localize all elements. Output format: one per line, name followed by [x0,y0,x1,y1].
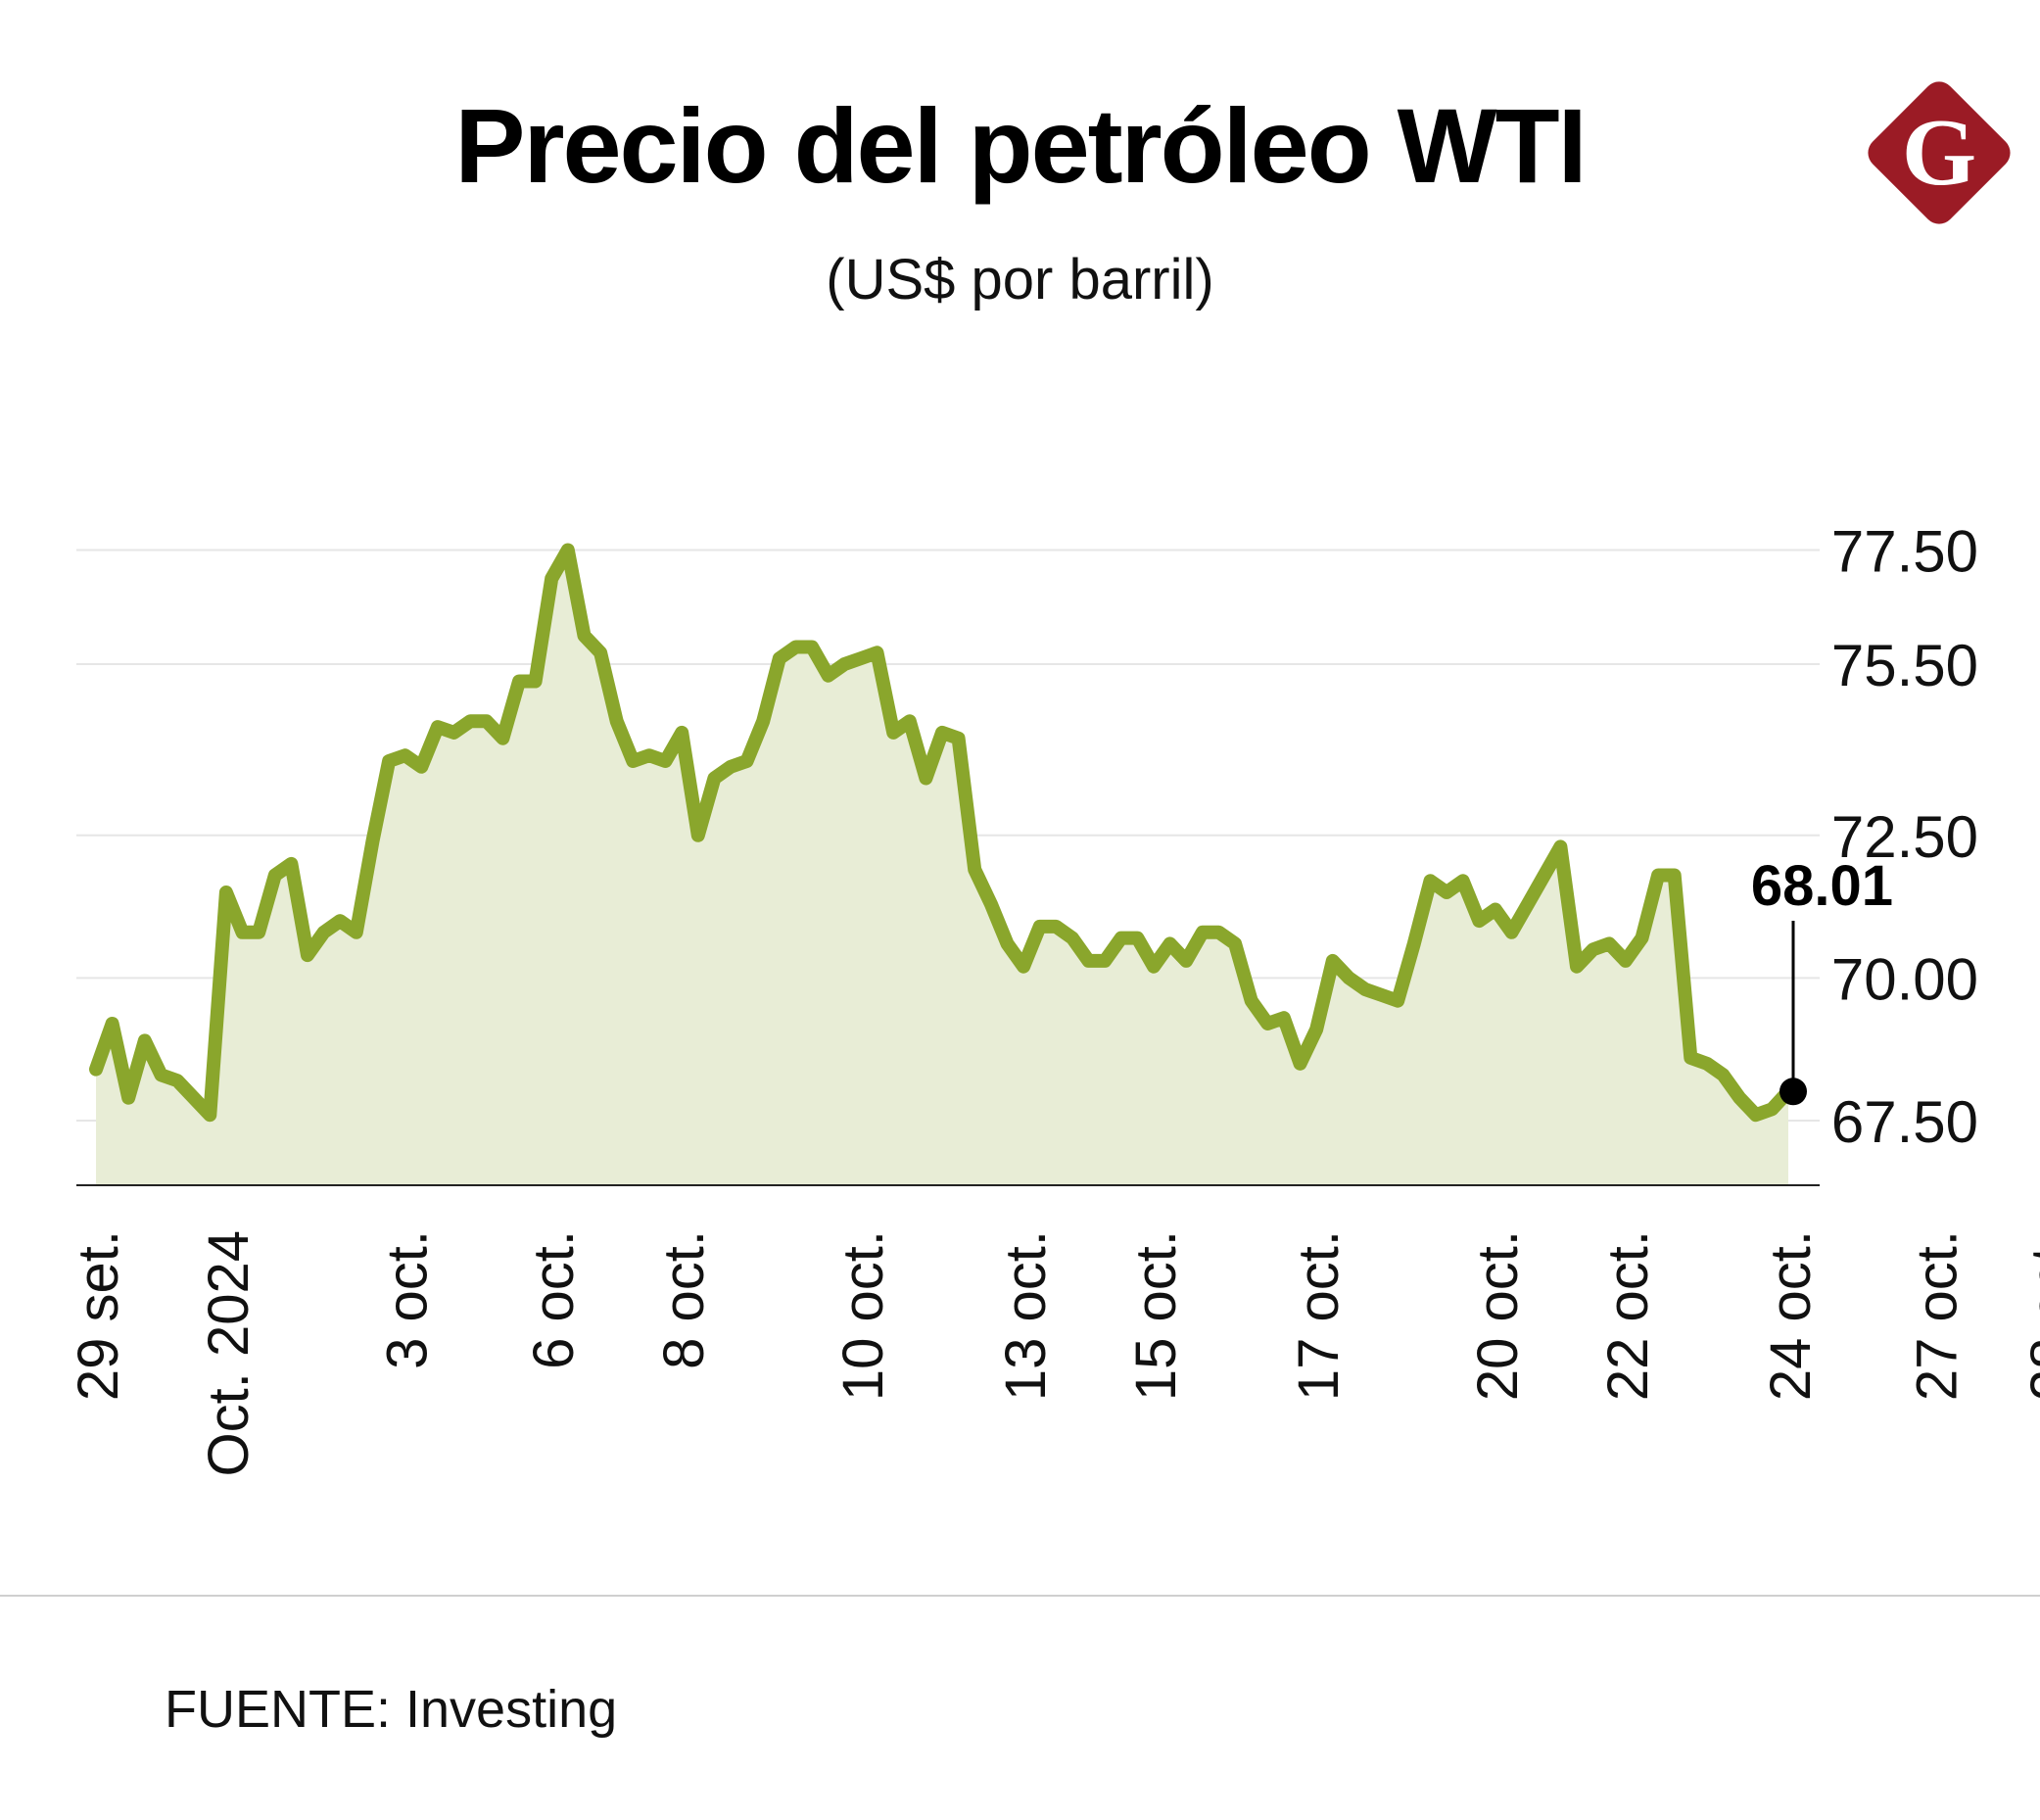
y-tick-label: 70.00 [1831,946,1978,1012]
x-tick-label: 8 oct. [652,1230,716,1369]
x-tick-label: 27 oct. [1906,1230,1969,1401]
y-tick-label: 72.50 [1831,804,1978,870]
x-tick-label: 28 oct. [2019,1230,2040,1401]
x-tick-label: 6 oct. [522,1230,586,1369]
g-diamond-logo-icon: G [1868,81,2011,224]
logo-diamond [1868,81,2011,224]
y-tick-label: 77.50 [1831,519,1978,585]
x-tick-label: 13 oct. [994,1230,1058,1401]
y-tick-label: 75.50 [1831,633,1978,698]
x-tick-label: 15 oct. [1124,1230,1188,1401]
chart-subtitle: (US$ por barril) [826,248,1214,311]
y-tick-label: 67.50 [1831,1089,1978,1155]
x-tick-label: 10 oct. [831,1230,895,1401]
source-note: FUENTE: Investing [165,1680,618,1739]
x-tick-label: Oct. 2024 [197,1230,261,1476]
footer-divider [0,1595,2040,1597]
chart-title: Precio del petróleo WTI [454,86,1587,205]
x-tick-label: 17 oct. [1287,1230,1351,1401]
x-tick-label: 22 oct. [1596,1230,1660,1401]
x-tick-label: 24 oct. [1759,1230,1823,1401]
price-line [89,543,1795,1123]
x-tick-label: 20 oct. [1466,1230,1530,1401]
x-tick-label: 29 set. [67,1230,130,1401]
area-fill [96,550,1788,1185]
last-value-marker [1779,1078,1807,1106]
last-value-label: 68.01 [1751,854,1893,918]
x-tick-label: 3 oct. [376,1230,440,1369]
logo-letter: G [1902,100,1976,206]
